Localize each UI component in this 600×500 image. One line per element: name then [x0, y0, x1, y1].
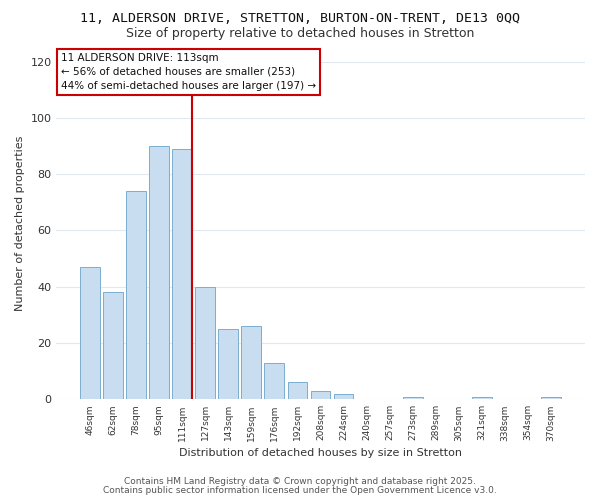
Bar [195, 286, 215, 400]
Bar [172, 149, 192, 400]
Bar [126, 191, 146, 400]
Text: 11 ALDERSON DRIVE: 113sqm
← 56% of detached houses are smaller (253)
44% of semi: 11 ALDERSON DRIVE: 113sqm ← 56% of detac… [61, 53, 316, 91]
Bar [472, 396, 492, 400]
Bar [287, 382, 307, 400]
Y-axis label: Number of detached properties: Number of detached properties [15, 136, 25, 311]
Bar [218, 329, 238, 400]
Bar [149, 146, 169, 400]
X-axis label: Distribution of detached houses by size in Stretton: Distribution of detached houses by size … [179, 448, 462, 458]
Text: Contains public sector information licensed under the Open Government Licence v3: Contains public sector information licen… [103, 486, 497, 495]
Text: 11, ALDERSON DRIVE, STRETTON, BURTON-ON-TRENT, DE13 0QQ: 11, ALDERSON DRIVE, STRETTON, BURTON-ON-… [80, 12, 520, 26]
Bar [80, 267, 100, 400]
Text: Contains HM Land Registry data © Crown copyright and database right 2025.: Contains HM Land Registry data © Crown c… [124, 477, 476, 486]
Bar [541, 396, 561, 400]
Text: Size of property relative to detached houses in Stretton: Size of property relative to detached ho… [126, 28, 474, 40]
Bar [311, 391, 330, 400]
Bar [403, 396, 422, 400]
Bar [334, 394, 353, 400]
Bar [103, 292, 122, 400]
Bar [241, 326, 261, 400]
Bar [265, 362, 284, 400]
